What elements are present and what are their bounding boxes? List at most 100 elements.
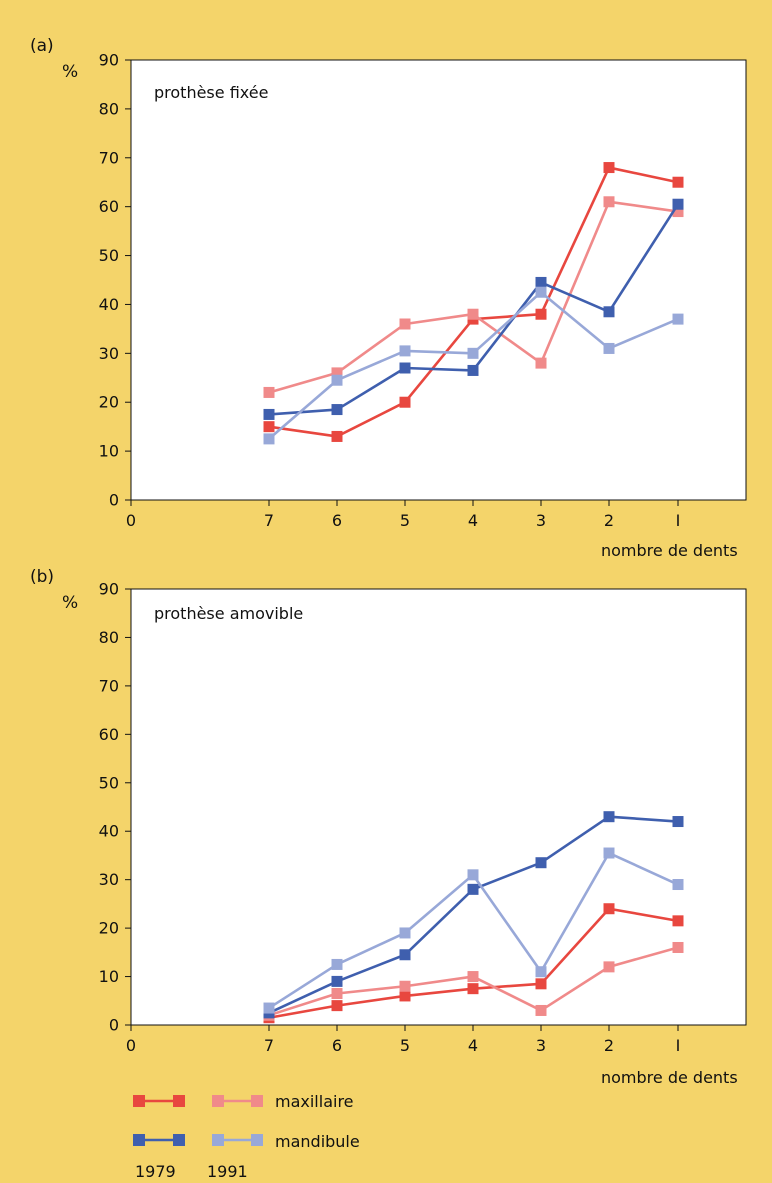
legend: maxillaire mandibule 1979 1991 <box>133 1092 360 1181</box>
y-tick-label: 20 <box>99 393 119 412</box>
panel-b-ylabel: % <box>62 593 78 613</box>
data-point-max79 <box>399 990 411 1002</box>
data-point-max79 <box>263 421 275 433</box>
data-point-man91 <box>399 927 411 939</box>
legend-label-maxillaire: maxillaire <box>275 1092 354 1111</box>
data-point-max91 <box>399 318 411 330</box>
panel-b-y-axis: 0 10 20 30 40 50 60 70 80 90 <box>99 580 131 1035</box>
x-tick-label: 5 <box>400 511 410 530</box>
data-point-man79 <box>603 811 615 823</box>
data-point-man91 <box>535 966 547 978</box>
data-point-man79 <box>672 198 684 210</box>
legend-year-1991: 1991 <box>207 1162 248 1181</box>
y-tick-label: 20 <box>99 919 119 938</box>
y-tick-label: 10 <box>99 967 119 986</box>
data-point-man79 <box>399 949 411 961</box>
data-point-man79 <box>399 362 411 374</box>
data-point-man79 <box>263 408 275 420</box>
data-point-man79 <box>467 883 479 895</box>
panel-a-series <box>263 162 684 445</box>
data-point-man79 <box>672 816 684 828</box>
data-point-max91 <box>331 367 343 379</box>
y-tick-label: 10 <box>99 442 119 461</box>
data-point-man91 <box>331 958 343 970</box>
data-point-man79 <box>535 857 547 869</box>
data-point-max91 <box>263 386 275 398</box>
panel-a: (a) % prothèse fixée 0102030405060708090… <box>30 36 747 560</box>
data-point-max79 <box>672 915 684 927</box>
y-tick-label: 0 <box>109 1016 119 1035</box>
x-tick-label: 6 <box>332 511 342 530</box>
data-point-max79 <box>535 308 547 320</box>
x-tick-label: 6 <box>332 1036 342 1055</box>
y-tick-label: 90 <box>99 51 119 70</box>
data-point-man91 <box>535 286 547 298</box>
data-point-man91 <box>672 879 684 891</box>
y-tick-label: 0 <box>109 491 119 510</box>
panel-b-xlabel: nombre de dents <box>601 1068 738 1087</box>
data-point-max91 <box>467 308 479 320</box>
x-tick-label: I <box>676 511 681 530</box>
data-point-man91 <box>399 345 411 357</box>
x-tick-label: 7 <box>264 511 274 530</box>
x-tick-label: 2 <box>604 1036 614 1055</box>
y-tick-label: 90 <box>99 580 119 599</box>
legend-swatch-max79 <box>133 1095 185 1107</box>
x-tick-label: I <box>676 1036 681 1055</box>
data-point-max79 <box>331 430 343 442</box>
legend-label-mandibule: mandibule <box>275 1132 360 1151</box>
panel-a-xlabel: nombre de dents <box>601 541 738 560</box>
data-point-max91 <box>535 1004 547 1016</box>
data-point-max91 <box>672 941 684 953</box>
panel-a-ylabel: % <box>62 62 78 82</box>
y-tick-label: 80 <box>99 628 119 647</box>
data-point-man91 <box>467 869 479 881</box>
data-point-max91 <box>331 988 343 1000</box>
legend-swatch-man79 <box>133 1134 185 1146</box>
panel-a-plot-area <box>130 59 747 501</box>
panel-a-y-axis: 0 10 20 30 40 50 60 70 80 90 <box>99 51 131 510</box>
data-point-max79 <box>603 903 615 915</box>
panel-b-x-axis: 0 7 6 5 4 3 2 I <box>126 1025 680 1055</box>
data-point-man79 <box>603 306 615 318</box>
y-tick-label: 50 <box>99 246 119 265</box>
data-point-man91 <box>263 433 275 445</box>
panel-b: (b) % prothèse amovible 0102030405060708… <box>30 567 747 1087</box>
y-tick-label: 40 <box>99 295 119 314</box>
data-point-man91 <box>603 342 615 354</box>
y-tick-label: 70 <box>99 676 119 695</box>
data-point-man91 <box>331 374 343 386</box>
data-point-max91 <box>672 206 684 218</box>
legend-row-maxillaire <box>133 1095 263 1107</box>
data-point-man91 <box>603 847 615 859</box>
panel-a-title: prothèse fixée <box>154 83 268 102</box>
y-tick-label: 60 <box>99 197 119 216</box>
data-point-max91 <box>467 971 479 983</box>
data-point-man79 <box>331 404 343 416</box>
data-point-max79 <box>467 983 479 995</box>
data-point-max91 <box>535 357 547 369</box>
panel-b-title: prothèse amovible <box>154 604 303 623</box>
panel-b-label: (b) <box>30 567 54 587</box>
y-tick-label: 70 <box>99 148 119 167</box>
legend-row-mandibule <box>133 1134 263 1146</box>
data-point-max79 <box>535 978 547 990</box>
x-tick-label: 5 <box>400 1036 410 1055</box>
data-point-man79 <box>467 364 479 376</box>
y-tick-label: 30 <box>99 344 119 363</box>
legend-year-1979: 1979 <box>135 1162 176 1181</box>
x-tick-label: 4 <box>468 1036 478 1055</box>
data-point-max79 <box>672 176 684 188</box>
panel-a-x-axis: 0 7 6 5 4 3 2 I <box>126 500 680 530</box>
legend-swatch-max91 <box>212 1095 263 1107</box>
data-point-max79 <box>399 396 411 408</box>
x-tick-label: 3 <box>536 511 546 530</box>
panel-b-plot-area <box>130 588 747 1026</box>
x-tick-label: 0 <box>126 1036 136 1055</box>
x-tick-label: 2 <box>604 511 614 530</box>
y-tick-label: 30 <box>99 870 119 889</box>
y-tick-label: 40 <box>99 822 119 841</box>
x-tick-label: 7 <box>264 1036 274 1055</box>
data-point-max91 <box>603 196 615 208</box>
y-tick-label: 60 <box>99 725 119 744</box>
